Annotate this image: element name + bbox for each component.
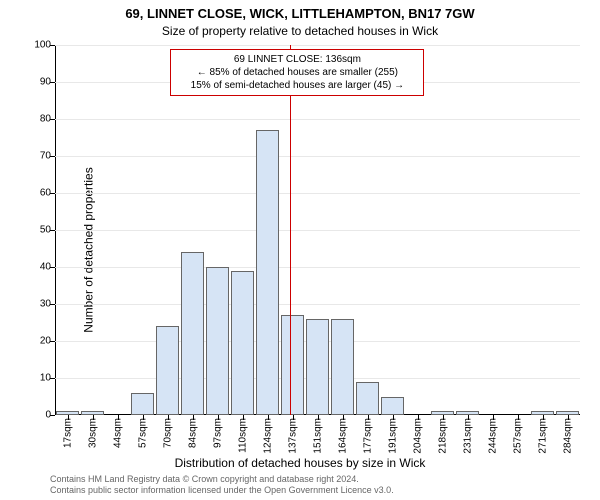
ytick-label: 20: [40, 336, 51, 347]
gridline: [55, 267, 580, 268]
xtick-label: 97sqm: [212, 418, 223, 448]
gridline: [55, 304, 580, 305]
histogram-bar: [381, 397, 405, 416]
histogram-bar: [306, 319, 330, 415]
xtick-label: 151sqm: [312, 418, 323, 454]
xtick-label: 70sqm: [162, 418, 173, 448]
callout-box: 69 LINNET CLOSE: 136sqm ← 85% of detache…: [170, 49, 424, 96]
ytick-label: 70: [40, 151, 51, 162]
xtick-label: 257sqm: [512, 418, 523, 454]
xtick-label: 244sqm: [487, 418, 498, 454]
footer-attribution: Contains HM Land Registry data © Crown c…: [50, 474, 394, 496]
gridline: [55, 156, 580, 157]
footer-line2: Contains public sector information licen…: [50, 485, 394, 496]
xtick-label: 137sqm: [287, 418, 298, 454]
histogram-bar: [206, 267, 230, 415]
ytick-label: 0: [45, 410, 51, 421]
histogram-bar: [331, 319, 355, 415]
chart-title-main: 69, LINNET CLOSE, WICK, LITTLEHAMPTON, B…: [0, 6, 600, 21]
xtick-label: 271sqm: [537, 418, 548, 454]
ytick-label: 50: [40, 225, 51, 236]
ytick-label: 90: [40, 77, 51, 88]
gridline: [55, 193, 580, 194]
x-axis-label: Distribution of detached houses by size …: [0, 456, 600, 470]
xtick-label: 57sqm: [137, 418, 148, 448]
xtick-label: 284sqm: [562, 418, 573, 454]
histogram-bar: [181, 252, 205, 415]
xtick-label: 177sqm: [362, 418, 373, 454]
ytick-label: 10: [40, 373, 51, 384]
xtick-label: 218sqm: [437, 418, 448, 454]
ytick-label: 30: [40, 299, 51, 310]
reference-line: [290, 45, 291, 415]
ytick-label: 40: [40, 262, 51, 273]
callout-line3: 15% of semi-detached houses are larger (…: [177, 79, 417, 92]
callout-line1: 69 LINNET CLOSE: 136sqm: [177, 53, 417, 66]
chart-title-sub: Size of property relative to detached ho…: [0, 24, 600, 38]
gridline: [55, 45, 580, 46]
xtick-label: 124sqm: [262, 418, 273, 454]
histogram-bar: [356, 382, 380, 415]
histogram-bar: [281, 315, 305, 415]
histogram-bar: [131, 393, 155, 415]
ytick-label: 80: [40, 114, 51, 125]
histogram-bar: [231, 271, 255, 415]
xtick-label: 17sqm: [62, 418, 73, 448]
xtick-label: 110sqm: [237, 418, 248, 453]
ytick-label: 100: [34, 40, 51, 51]
xtick-label: 204sqm: [412, 418, 423, 454]
xtick-label: 164sqm: [337, 418, 348, 454]
plot-area: 69 LINNET CLOSE: 136sqm ← 85% of detache…: [55, 45, 580, 415]
histogram-bar: [156, 326, 180, 415]
xtick-label: 30sqm: [87, 418, 98, 448]
xtick-label: 84sqm: [187, 418, 198, 448]
histogram-bar: [256, 130, 280, 415]
ytick-label: 60: [40, 188, 51, 199]
callout-line2: ← 85% of detached houses are smaller (25…: [177, 66, 417, 79]
gridline: [55, 230, 580, 231]
xtick-label: 44sqm: [112, 418, 123, 448]
chart-container: 69, LINNET CLOSE, WICK, LITTLEHAMPTON, B…: [0, 0, 600, 500]
gridline: [55, 119, 580, 120]
xtick-label: 191sqm: [387, 418, 398, 454]
footer-line1: Contains HM Land Registry data © Crown c…: [50, 474, 394, 485]
xtick-label: 231sqm: [462, 418, 473, 454]
